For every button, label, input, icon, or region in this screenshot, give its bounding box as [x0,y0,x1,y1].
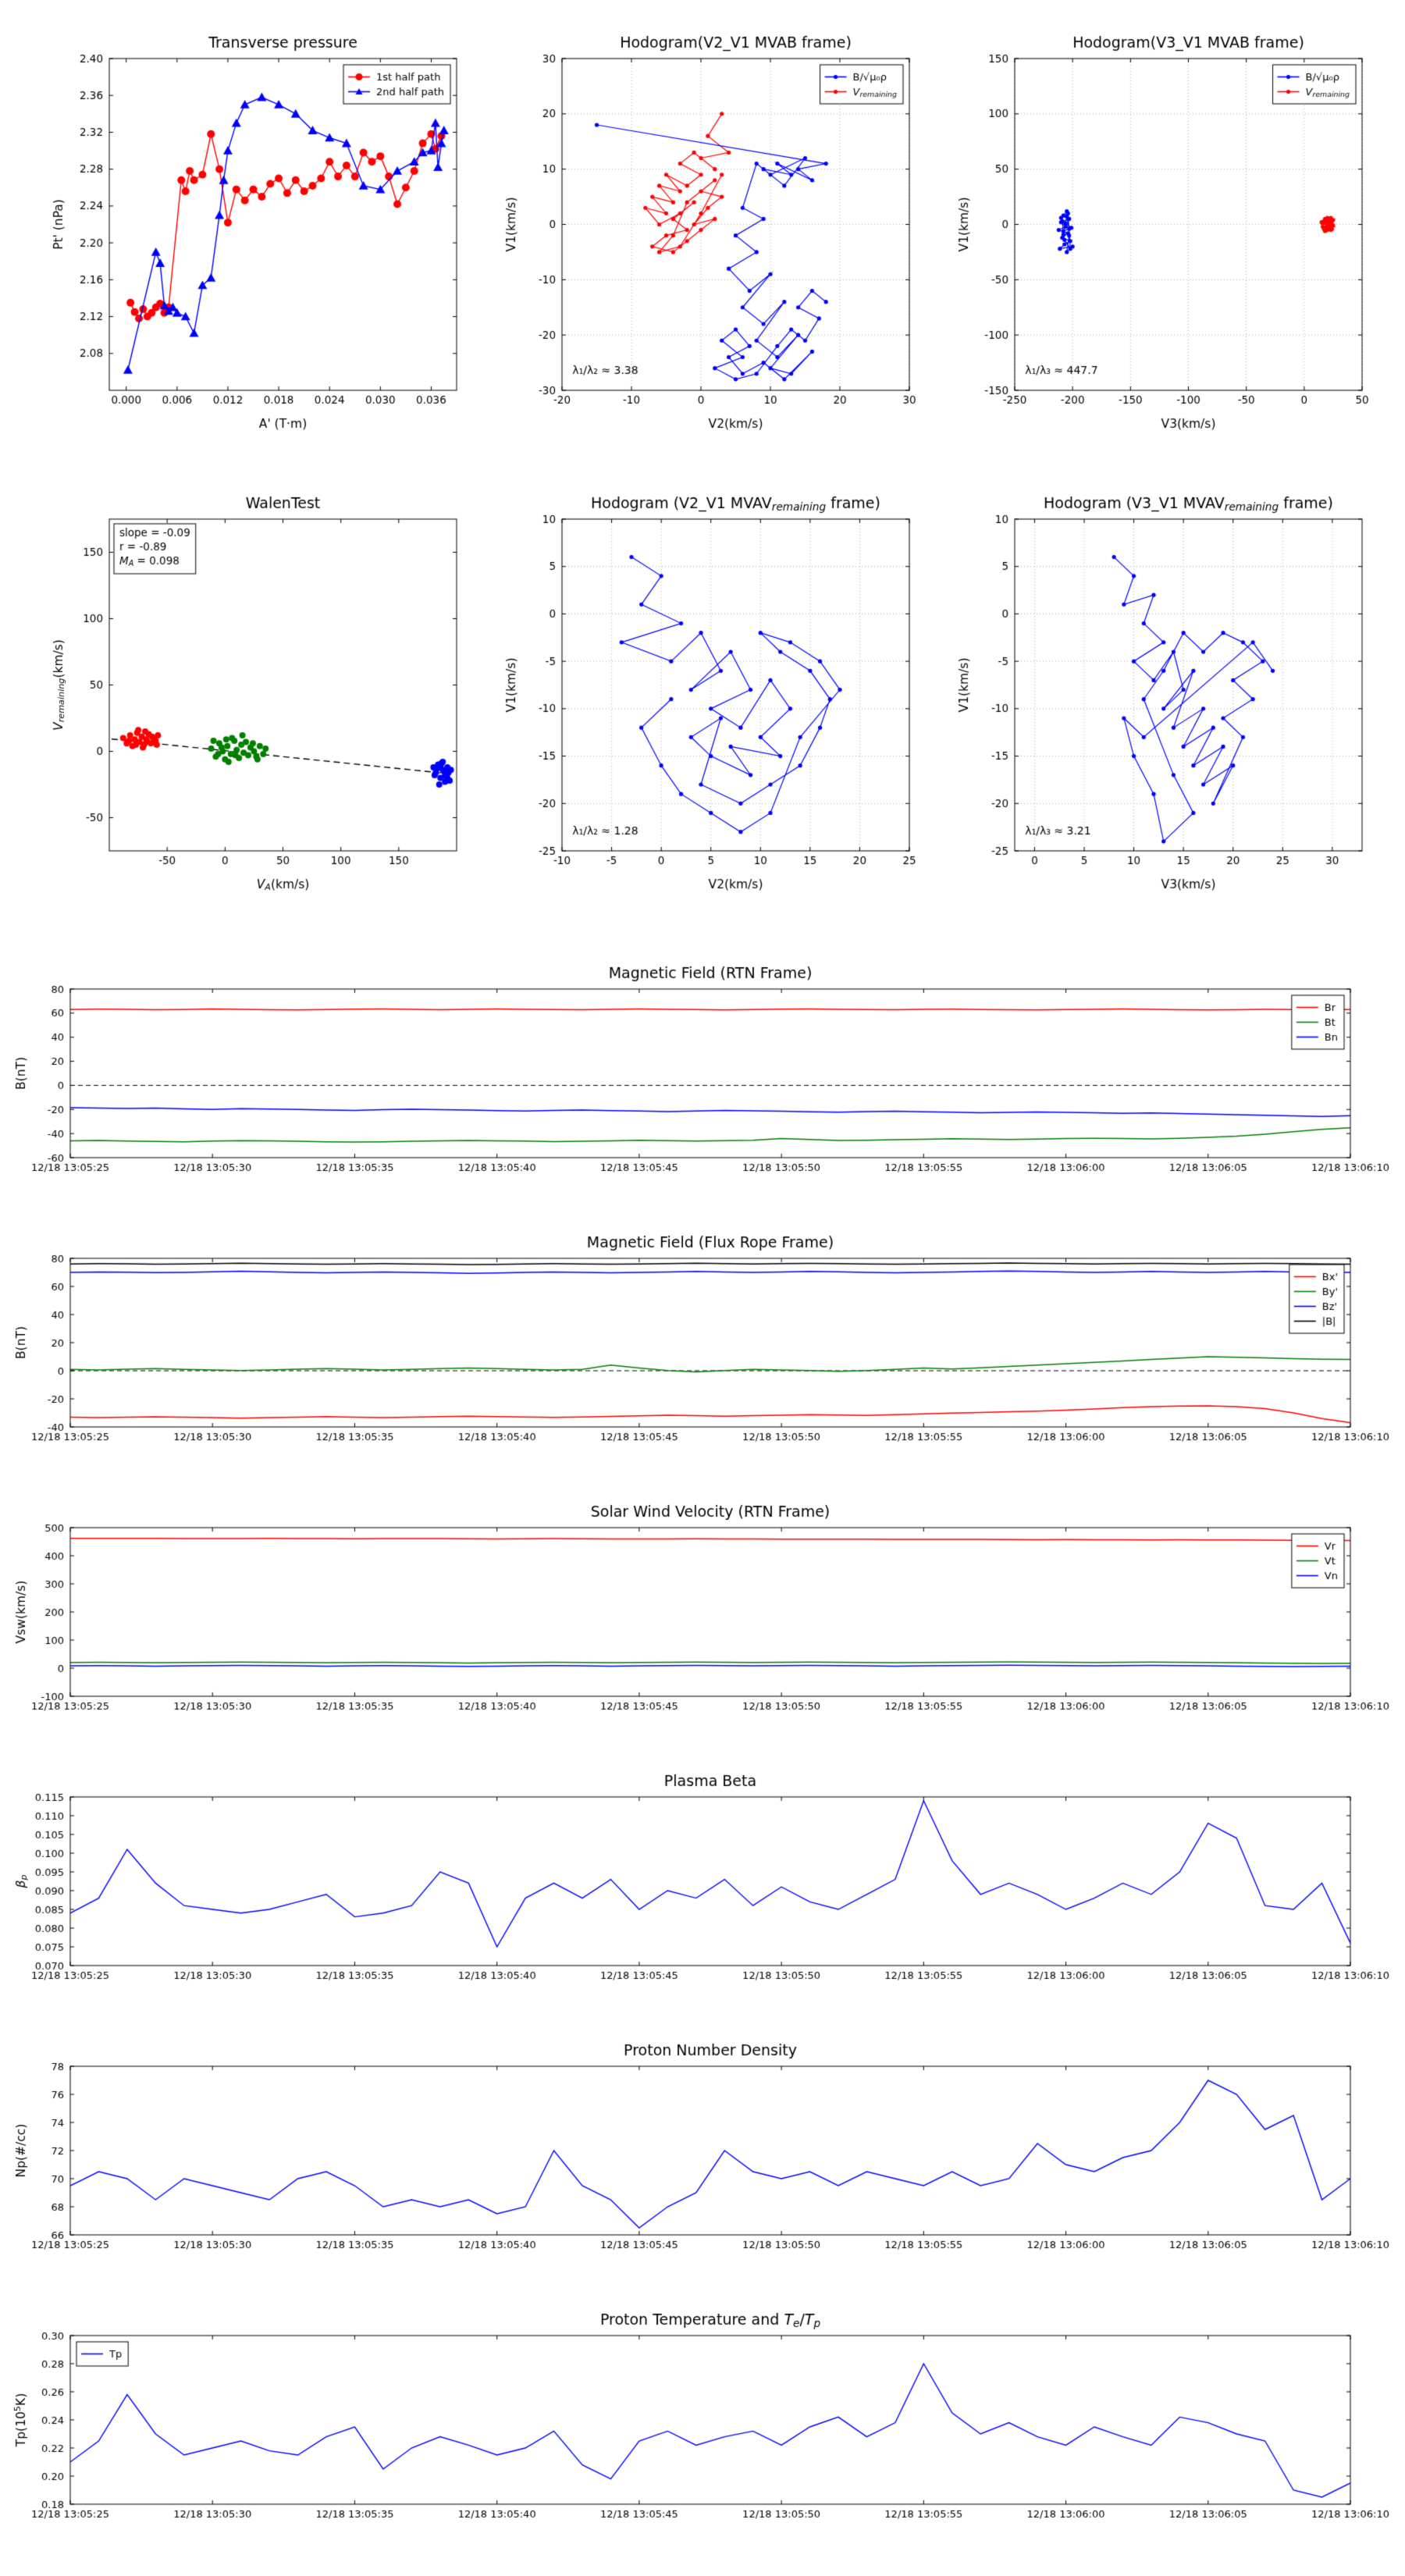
chart-walen-test [35,480,472,906]
chart-hodogram-v2v1-mvab [488,20,925,445]
chart-proton-number-density [4,2033,1401,2268]
chart-magnetic-field-rtn [4,956,1401,1190]
chart-plasma-beta [4,1764,1401,1998]
chart-magnetic-field-flux-rope [4,1226,1401,1460]
chart-solar-wind-velocity [4,1495,1401,1729]
chart-transverse-pressure [35,20,472,445]
chart-proton-temperature [4,2303,1401,2537]
chart-hodogram-v3v1-mvab [941,20,1378,445]
chart-hodogram-v2v1-mvav [488,480,925,906]
chart-hodogram-v3v1-mvav [941,480,1378,906]
